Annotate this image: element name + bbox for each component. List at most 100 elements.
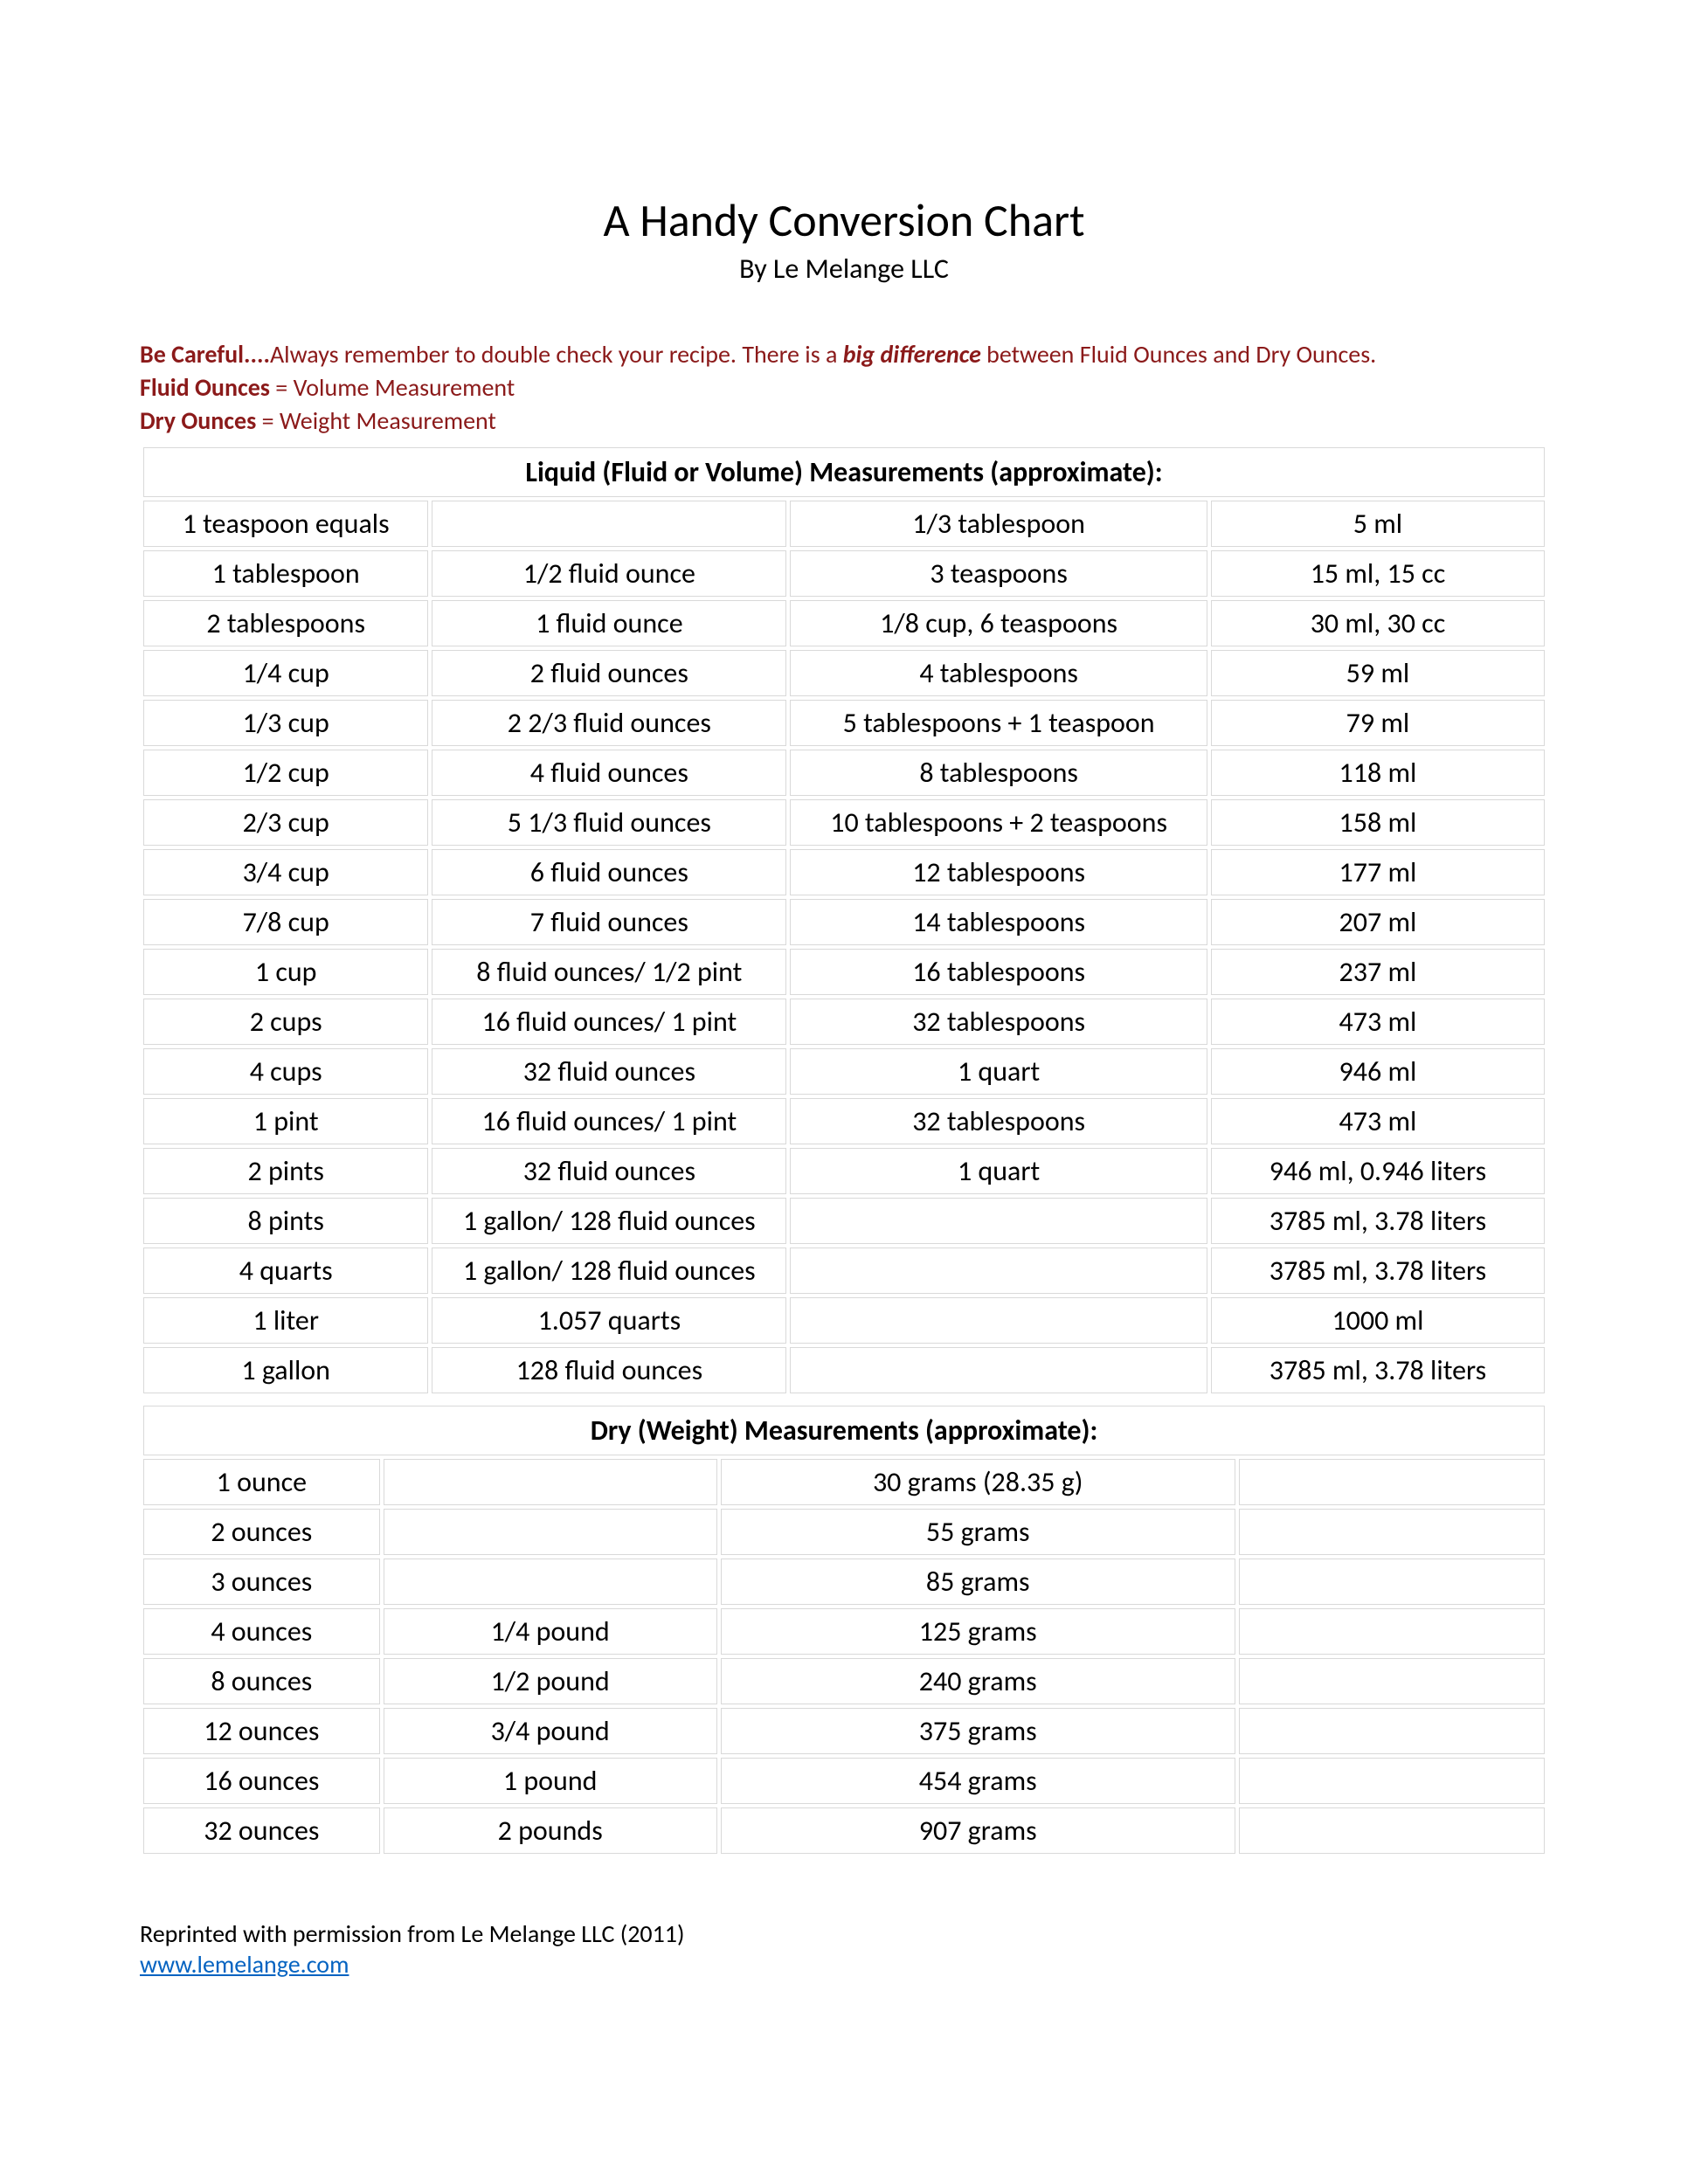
table-cell: 2/3 cup [143, 799, 428, 846]
table-cell: 473 ml [1211, 999, 1545, 1045]
table-cell: 2 ounces [143, 1509, 380, 1555]
document-page: A Handy Conversion Chart By Le Melange L… [0, 0, 1688, 2184]
table-cell: 4 tablespoons [790, 650, 1207, 696]
table-cell: 1/2 fluid ounce [432, 550, 786, 597]
table-cell: 32 fluid ounces [432, 1148, 786, 1194]
table-cell: 16 tablespoons [790, 949, 1207, 995]
table-cell: 3785 ml, 3.78 liters [1211, 1198, 1545, 1244]
table-cell: 4 cups [143, 1048, 428, 1095]
table-row: 1/4 cup2 fluid ounces4 tablespoons59 ml [143, 650, 1545, 696]
table-cell: 1.057 quarts [432, 1297, 786, 1344]
table-cell: 10 tablespoons + 2 teaspoons [790, 799, 1207, 846]
table-row: 16 ounces1 pound454 grams [143, 1758, 1545, 1804]
table-cell: 2 fluid ounces [432, 650, 786, 696]
table-row: 12 ounces3/4 pound375 grams [143, 1708, 1545, 1754]
table-cell: 375 grams [721, 1708, 1235, 1754]
table-cell [1239, 1459, 1545, 1505]
table-cell: 32 fluid ounces [432, 1048, 786, 1095]
table-cell: 8 fluid ounces/ 1/2 pint [432, 949, 786, 995]
table-cell: 32 ounces [143, 1807, 380, 1854]
table-cell: 1 gallon/ 128 fluid ounces [432, 1198, 786, 1244]
table-cell [790, 1347, 1207, 1393]
table-cell: 1000 ml [1211, 1297, 1545, 1344]
table-row: 8 ounces1/2 pound240 grams [143, 1658, 1545, 1704]
table-cell: 32 tablespoons [790, 1098, 1207, 1144]
table-cell: 1 ounce [143, 1459, 380, 1505]
table-cell: 1/3 tablespoon [790, 501, 1207, 547]
table-cell: 30 ml, 30 cc [1211, 600, 1545, 646]
table-cell: 1/2 cup [143, 750, 428, 796]
table-cell: 1 quart [790, 1048, 1207, 1095]
table-cell: 2 pints [143, 1148, 428, 1194]
table-row: 4 ounces1/4 pound125 grams [143, 1608, 1545, 1655]
warning-line-3: Dry Ounces = Weight Measurement [140, 404, 1548, 438]
table-row: 7/8 cup7 fluid ounces14 tablespoons207 m… [143, 899, 1545, 945]
table-cell: 158 ml [1211, 799, 1545, 846]
table-cell: 207 ml [1211, 899, 1545, 945]
table-row: 1/2 cup4 fluid ounces8 tablespoons118 ml [143, 750, 1545, 796]
warning-prefix: Be Careful.... [140, 339, 270, 370]
table-cell: 2 pounds [384, 1807, 717, 1854]
source-link[interactable]: www.lemelange.com [140, 1949, 349, 1980]
table-row: 4 quarts1 gallon/ 128 fluid ounces3785 m… [143, 1248, 1545, 1294]
table-cell: 15 ml, 15 cc [1211, 550, 1545, 597]
table-cell: 454 grams [721, 1758, 1235, 1804]
table-row: 2 cups16 fluid ounces/ 1 pint32 tablespo… [143, 999, 1545, 1045]
table-cell: 55 grams [721, 1509, 1235, 1555]
table-cell: 128 fluid ounces [432, 1347, 786, 1393]
table-cell: 16 ounces [143, 1758, 380, 1804]
permission-text: Reprinted with permission from Le Melang… [140, 1918, 1548, 1949]
table-cell: 946 ml [1211, 1048, 1545, 1095]
table-cell: 177 ml [1211, 849, 1545, 895]
table-row: 1 cup8 fluid ounces/ 1/2 pint16 tablespo… [143, 949, 1545, 995]
warning-line-1: Be Careful....Always remember to double … [140, 338, 1548, 371]
table-row: 3 ounces85 grams [143, 1559, 1545, 1605]
liquid-table: Liquid (Fluid or Volume) Measurements (a… [140, 444, 1548, 1397]
table-cell: 59 ml [1211, 650, 1545, 696]
table-cell [384, 1459, 717, 1505]
table-cell [1239, 1807, 1545, 1854]
table-cell: 3785 ml, 3.78 liters [1211, 1248, 1545, 1294]
table-cell: 4 ounces [143, 1608, 380, 1655]
liquid-table-header: Liquid (Fluid or Volume) Measurements (a… [143, 447, 1545, 497]
table-cell: 8 ounces [143, 1658, 380, 1704]
table-cell: 7/8 cup [143, 899, 428, 945]
table-cell: 3/4 pound [384, 1708, 717, 1754]
table-row: 2 ounces 55 grams [143, 1509, 1545, 1555]
table-cell: 1 fluid ounce [432, 600, 786, 646]
table-cell: 1/4 pound [384, 1608, 717, 1655]
table-cell: 907 grams [721, 1807, 1235, 1854]
table-cell: 3/4 cup [143, 849, 428, 895]
warning-text-b: between Fluid Ounces and Dry Ounces. [981, 339, 1376, 370]
table-cell [1239, 1509, 1545, 1555]
page-title: A Handy Conversion Chart [140, 192, 1548, 248]
fluid-ounces-label: Fluid Ounces [140, 372, 270, 403]
table-cell: 1 liter [143, 1297, 428, 1344]
table-cell: 2 tablespoons [143, 600, 428, 646]
table-cell: 3 teaspoons [790, 550, 1207, 597]
table-cell: 7 fluid ounces [432, 899, 786, 945]
table-cell: 946 ml, 0.946 liters [1211, 1148, 1545, 1194]
table-cell: 8 tablespoons [790, 750, 1207, 796]
warning-italic: big difference [843, 339, 981, 370]
table-cell: 1/8 cup, 6 teaspoons [790, 600, 1207, 646]
dry-table-header: Dry (Weight) Measurements (approximate): [143, 1406, 1545, 1455]
table-cell: 32 tablespoons [790, 999, 1207, 1045]
table-cell: 125 grams [721, 1608, 1235, 1655]
table-cell [1239, 1559, 1545, 1605]
table-cell: 12 tablespoons [790, 849, 1207, 895]
table-cell: 1 cup [143, 949, 428, 995]
table-row: 2 tablespoons1 fluid ounce1/8 cup, 6 tea… [143, 600, 1545, 646]
table-row: 4 cups32 fluid ounces1 quart946 ml [143, 1048, 1545, 1095]
table-cell: 16 fluid ounces/ 1 pint [432, 999, 786, 1045]
table-cell: 1/4 cup [143, 650, 428, 696]
table-cell [1239, 1708, 1545, 1754]
table-cell: 30 grams (28.35 g) [721, 1459, 1235, 1505]
table-cell [790, 1198, 1207, 1244]
warning-text-a: Always remember to double check your rec… [270, 339, 843, 370]
table-cell: 1 tablespoon [143, 550, 428, 597]
table-cell [384, 1509, 717, 1555]
table-cell: 5 tablespoons + 1 teaspoon [790, 700, 1207, 746]
page-subtitle: By Le Melange LLC [140, 252, 1548, 286]
table-cell [384, 1559, 717, 1605]
